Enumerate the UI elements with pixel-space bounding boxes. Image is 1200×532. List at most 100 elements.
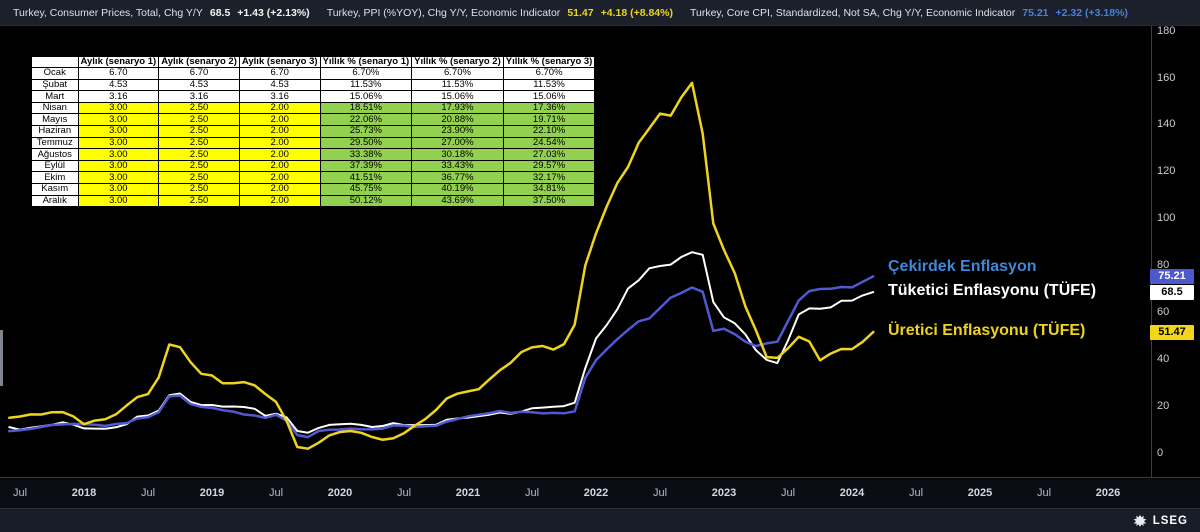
monthly-scenario-cell: 3.00 [77, 159, 160, 173]
yearly-scenario-cell: 23.90% [411, 125, 504, 138]
monthly-scenario-cell: 2.00 [238, 183, 321, 196]
yearly-scenario-cell: 27.03% [502, 148, 596, 161]
monthly-scenario-cell: 3.16 [77, 90, 160, 103]
yearly-scenario-cell: 29.57% [502, 159, 596, 173]
y-tick-label: 100 [1157, 212, 1176, 225]
month-cell: Mart [30, 90, 79, 103]
table-column-header: Yıllık % (senaryo 3) [502, 55, 596, 69]
yearly-scenario-cell: 33.43% [411, 159, 504, 173]
month-cell: Nisan [30, 101, 79, 115]
monthly-scenario-cell: 2.00 [238, 101, 321, 115]
chart-series-legend-bar: Turkey, Consumer Prices, Total, Chg Y/Y 6… [0, 0, 1200, 26]
x-tick-label: 2024 [839, 487, 865, 499]
series-last-value: 75.21 [1022, 6, 1049, 19]
yearly-scenario-cell: 43.69% [411, 194, 504, 208]
yearly-scenario-cell: 40.19% [411, 183, 504, 196]
yearly-scenario-cell: 6.70% [319, 67, 413, 80]
series-label: Turkey, PPI (%YOY), Chg Y/Y, Economic In… [326, 6, 561, 19]
monthly-scenario-cell: 3.16 [158, 90, 240, 103]
monthly-scenario-cell: 2.50 [158, 101, 240, 115]
x-tick-label: 2022 [583, 487, 609, 499]
yearly-scenario-cell: 37.39% [319, 159, 413, 173]
yearly-scenario-cell: 27.00% [411, 136, 504, 150]
line-label-ppi: Üretici Enflasyonu (TÜFE) [888, 322, 1086, 339]
table-row-ekim: Ekim 3.00 2.50 2.00 41.51% 36.77% 32.17% [30, 171, 596, 185]
x-tick-label: Jul [396, 487, 412, 499]
yearly-scenario-cell: 33.38% [319, 148, 413, 161]
table-row-aralık: Aralık 3.00 2.50 2.00 50.12% 43.69% 37.50% [30, 194, 596, 208]
yearly-scenario-cell: 15.06% [319, 90, 413, 103]
inflation-lines-chart[interactable] [0, 26, 1200, 478]
monthly-scenario-cell: 2.00 [238, 136, 321, 150]
table-column-header: Aylık (senaryo 3) [238, 55, 321, 69]
monthly-scenario-cell: 4.53 [77, 78, 160, 92]
x-tick-label: 2026 [1095, 487, 1121, 499]
yearly-scenario-cell: 22.06% [319, 113, 413, 127]
monthly-scenario-cell: 6.70 [77, 67, 160, 80]
yearly-scenario-cell: 20.88% [411, 113, 504, 127]
series-legend-ppi[interactable]: Turkey, PPI (%YOY), Chg Y/Y, Economic In… [327, 7, 673, 19]
monthly-scenario-cell: 4.53 [158, 78, 240, 92]
y-tick-label: 60 [1157, 306, 1170, 318]
yearly-scenario-cell: 37.50% [502, 194, 596, 208]
x-tick-label: 2018 [71, 487, 97, 499]
series-last-value: 68.5 [209, 6, 231, 19]
month-cell: Kasım [30, 183, 79, 196]
monthly-scenario-cell: 2.50 [158, 171, 240, 185]
yearly-scenario-cell: 6.70% [502, 67, 596, 80]
month-cell: Haziran [30, 125, 79, 138]
table-row-temmuz: Temmuz 3.00 2.50 2.00 29.50% 27.00% 24.54% [30, 136, 596, 150]
month-cell: Aralık [30, 194, 79, 208]
series-legend-cpi[interactable]: Turkey, Consumer Prices, Total, Chg Y/Y 6… [13, 7, 310, 19]
yearly-scenario-cell: 41.51% [319, 171, 413, 185]
monthly-scenario-cell: 3.00 [77, 183, 160, 196]
lseg-brand-text: LSEG [1152, 514, 1188, 527]
yearly-scenario-cell: 11.53% [502, 78, 596, 92]
y-tick-label: 20 [1157, 399, 1170, 412]
y-tick-label: 40 [1157, 352, 1170, 365]
series-legend-core[interactable]: Turkey, Core CPI, Standardized, Not SA, … [690, 7, 1128, 19]
last-price-badge-core: 75.21 [1150, 268, 1194, 284]
x-tick-label: 2025 [967, 487, 993, 499]
monthly-scenario-cell: 3.00 [77, 125, 160, 138]
table-column-header: Yıllık % (senaryo 1) [319, 55, 413, 69]
yearly-scenario-cell: 11.53% [411, 78, 504, 92]
month-cell: Ekim [30, 171, 79, 185]
time-axis[interactable]: Jul 2018 Jul 2019 Jul 2020 Jul 2021 Jul 2022 Jul 20… [0, 479, 1200, 508]
monthly-scenario-cell: 6.70 [158, 67, 240, 80]
table-row-mart: Mart 3.16 3.16 3.16 15.06% 15.06% 15.06% [30, 90, 596, 103]
series-label: Turkey, Consumer Prices, Total, Chg Y/Y [13, 6, 203, 19]
monthly-scenario-cell: 2.50 [158, 136, 240, 150]
x-tick-label: Jul [652, 487, 668, 499]
x-tick-label: 2021 [455, 487, 481, 499]
table-row-nisan: Nisan 3.00 2.50 2.00 18.51% 17.93% 17.36% [30, 101, 596, 115]
lseg-crest-icon [1133, 514, 1147, 527]
series-last-value: 51.47 [567, 6, 594, 19]
yearly-scenario-cell: 34.81% [502, 183, 596, 196]
x-tick-label: Jul [780, 487, 796, 499]
table-row-eylül: Eylül 3.00 2.50 2.00 37.39% 33.43% 29.57% [30, 159, 596, 173]
x-tick-label: Jul [12, 487, 28, 499]
monthly-scenario-cell: 3.00 [77, 171, 160, 185]
series-label: Turkey, Core CPI, Standardized, Not SA, … [689, 6, 1016, 19]
y-axis-line [1151, 26, 1152, 478]
yearly-scenario-cell: 6.70% [411, 67, 504, 80]
x-tick-label: 2020 [327, 487, 353, 499]
monthly-scenario-cell: 3.00 [77, 136, 160, 150]
x-tick-label: Jul [140, 487, 156, 499]
line-label-core: Çekirdek Enflasyon [888, 258, 1037, 275]
table-column-header: Yıllık % (senaryo 2) [411, 55, 504, 69]
chart-plot-area[interactable]: 0 20 40 60 80 100 120 140 160 180 75.21 68.5 51.47 … [0, 25, 1200, 478]
last-price-badge-ppi: 51.47 [1150, 324, 1194, 340]
month-cell: Eylül [30, 159, 79, 173]
yearly-scenario-cell: 15.06% [411, 90, 504, 103]
monthly-scenario-cell: 2.00 [238, 113, 321, 127]
table-row-ocak: Ocak 6.70 6.70 6.70 6.70% 6.70% 6.70% [30, 67, 596, 80]
y-tick-label: 140 [1157, 118, 1176, 131]
monthly-scenario-cell: 2.50 [158, 159, 240, 173]
monthly-scenario-cell: 2.50 [158, 125, 240, 138]
table-row-kasım: Kasım 3.00 2.50 2.00 45.75% 40.19% 34.81% [30, 183, 596, 196]
series-change: +4.18 (+8.84%) [600, 6, 673, 19]
inflation-scenario-table: Aylık (senaryo 1) Aylık (senaryo 2) Aylık … [30, 55, 597, 208]
